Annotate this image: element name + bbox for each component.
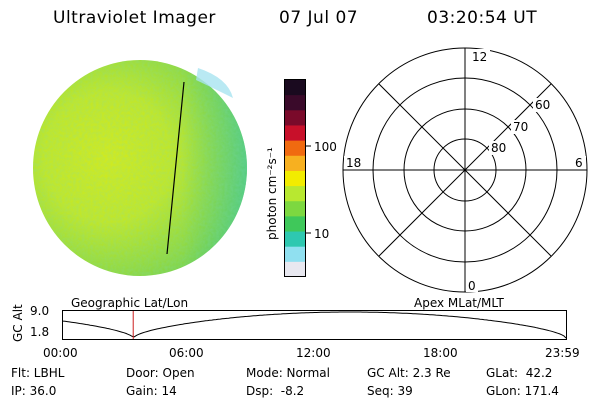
timeline-tick-label-2359: 23:59: [545, 346, 580, 360]
colorbar-cell: [285, 125, 306, 142]
time-label: 03:20:54 UT: [427, 8, 538, 28]
colorbar-cell: [285, 140, 306, 157]
date-label: 07 Jul 07: [279, 8, 359, 28]
geo-lon-status: GLon: 171.4: [486, 384, 559, 398]
colorbar-cell: [285, 95, 306, 111]
timeline-frame: [62, 310, 567, 340]
colorbar-cell: [285, 80, 306, 96]
colorbar-cell: [285, 186, 306, 202]
colorbar-cell: [285, 261, 306, 277]
color-scale-bar: [284, 79, 311, 277]
timeline-tick-label-0000: 00:00: [43, 346, 78, 360]
timeline-ymax-label: 9.0: [30, 304, 50, 318]
terminator-line: [166, 81, 185, 255]
door-status: Door: Open: [126, 366, 195, 380]
mlat-label-70: 70: [513, 120, 528, 134]
timeline-ymin-label: 1.8: [30, 325, 50, 339]
gc-alt-status: GC Alt: 2.3 Re: [367, 366, 451, 380]
colorbar-cell: [285, 216, 306, 233]
colorbar-cell: [285, 231, 306, 248]
mode-status: Mode: Normal: [246, 366, 330, 380]
ip-status: IP: 36.0: [11, 384, 57, 398]
geo-lat-status: GLat: 42.2: [486, 366, 553, 380]
colorbar-tick-label-100: 100: [314, 140, 337, 154]
timeline-caption-right: Apex MLat/MLT: [414, 296, 504, 310]
mlt-label-18: 18: [346, 156, 361, 170]
colorbar-tick-label-10: 10: [314, 227, 330, 241]
dsp-status: Dsp: -8.2: [246, 384, 305, 398]
auroral-image: [33, 60, 247, 276]
gain-status: Gain: 14: [126, 384, 177, 398]
polar-diagonal-2: [378, 83, 552, 257]
timeline-y-label: GC Alt: [11, 304, 25, 342]
sequence-status: Seq: 39: [367, 384, 413, 398]
mlt-label-12: 12: [472, 50, 487, 64]
altitude-timeline: [62, 310, 567, 340]
timeline-tick-label-1200: 12:00: [296, 346, 331, 360]
colorbar-cell: [285, 110, 306, 126]
colorbar-cell: [285, 155, 306, 172]
colorbar-cell: [285, 201, 306, 217]
mlt-label-0: 0: [468, 279, 476, 293]
polar-grid: 12 0 18 6 60 70 80: [342, 47, 588, 293]
mlt-label-6: 6: [575, 156, 583, 170]
timeline-tick-label-0600: 06:00: [169, 346, 204, 360]
mlat-label-60: 60: [535, 98, 550, 112]
timeline-caption-left: Geographic Lat/Lon: [71, 296, 189, 310]
instrument-title: Ultraviolet Imager: [53, 8, 216, 28]
colorbar-cell: [285, 246, 306, 263]
filter-status: Flt: LBHL: [11, 366, 65, 380]
colorbar-unit-label: photon cm⁻²s⁻¹: [265, 147, 279, 240]
colorbar-cell: [285, 170, 306, 187]
mlat-label-80: 80: [491, 141, 506, 155]
timeline-tick-label-1800: 18:00: [423, 346, 458, 360]
altitude-curve: [62, 311, 567, 339]
